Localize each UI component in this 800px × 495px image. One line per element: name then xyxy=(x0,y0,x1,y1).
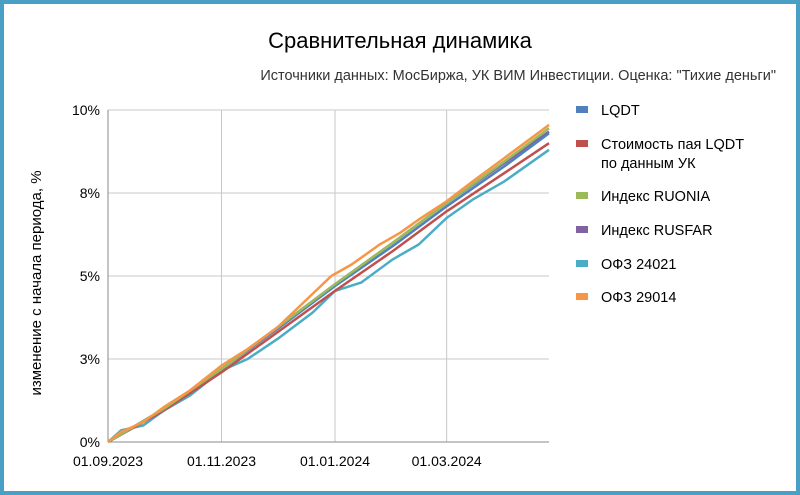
y-axis-label: изменение с начала периода, % xyxy=(28,170,45,395)
series-line xyxy=(107,142,550,444)
legend-label: ОФЗ 24021 xyxy=(601,257,676,273)
y-tick-label: 3% xyxy=(80,351,100,367)
series-line xyxy=(107,123,550,443)
legend-label: Индекс RUSFAR xyxy=(601,223,713,239)
x-tick-label: 01.03.2024 xyxy=(412,453,482,469)
legend-swatch xyxy=(576,293,588,300)
legend-swatch xyxy=(576,140,588,147)
series-lines xyxy=(107,123,550,444)
legend-swatch xyxy=(576,260,588,267)
series-line xyxy=(107,132,550,444)
y-tick-label: 0% xyxy=(80,434,100,450)
legend-label: ОФЗ 29014 xyxy=(601,290,676,306)
x-tick-label: 01.09.2023 xyxy=(73,453,143,469)
axes xyxy=(107,110,549,443)
grid-lines xyxy=(108,109,549,442)
legend-swatch xyxy=(576,226,588,233)
y-tick-label: 10% xyxy=(72,102,100,118)
legend-swatch xyxy=(576,192,588,199)
chart-title: Сравнительная динамика xyxy=(268,28,533,53)
y-tick-label: 5% xyxy=(80,268,100,284)
legend-label: Стоимость пая LQDT по данным УК xyxy=(601,137,744,172)
legend-label: LQDT xyxy=(601,103,640,119)
x-tick-label: 01.11.2023 xyxy=(187,453,256,469)
legend-swatch xyxy=(576,106,588,113)
y-tick-label: 8% xyxy=(80,185,100,201)
x-tick-label: 01.01.2024 xyxy=(300,453,370,469)
tick-labels: 0% 3% 5% 8% 10% 01.09.2023 01.11.2023 01.01.202… xyxy=(72,102,482,469)
chart-subtitle: Источники данных: МосБиржа, УК ВИМ Инвес… xyxy=(260,68,776,84)
legend-label: Индекс RUONIA xyxy=(601,189,710,205)
legend: LQDT Стоимость пая LQDT по данным УК Индекс… xyxy=(576,103,744,306)
